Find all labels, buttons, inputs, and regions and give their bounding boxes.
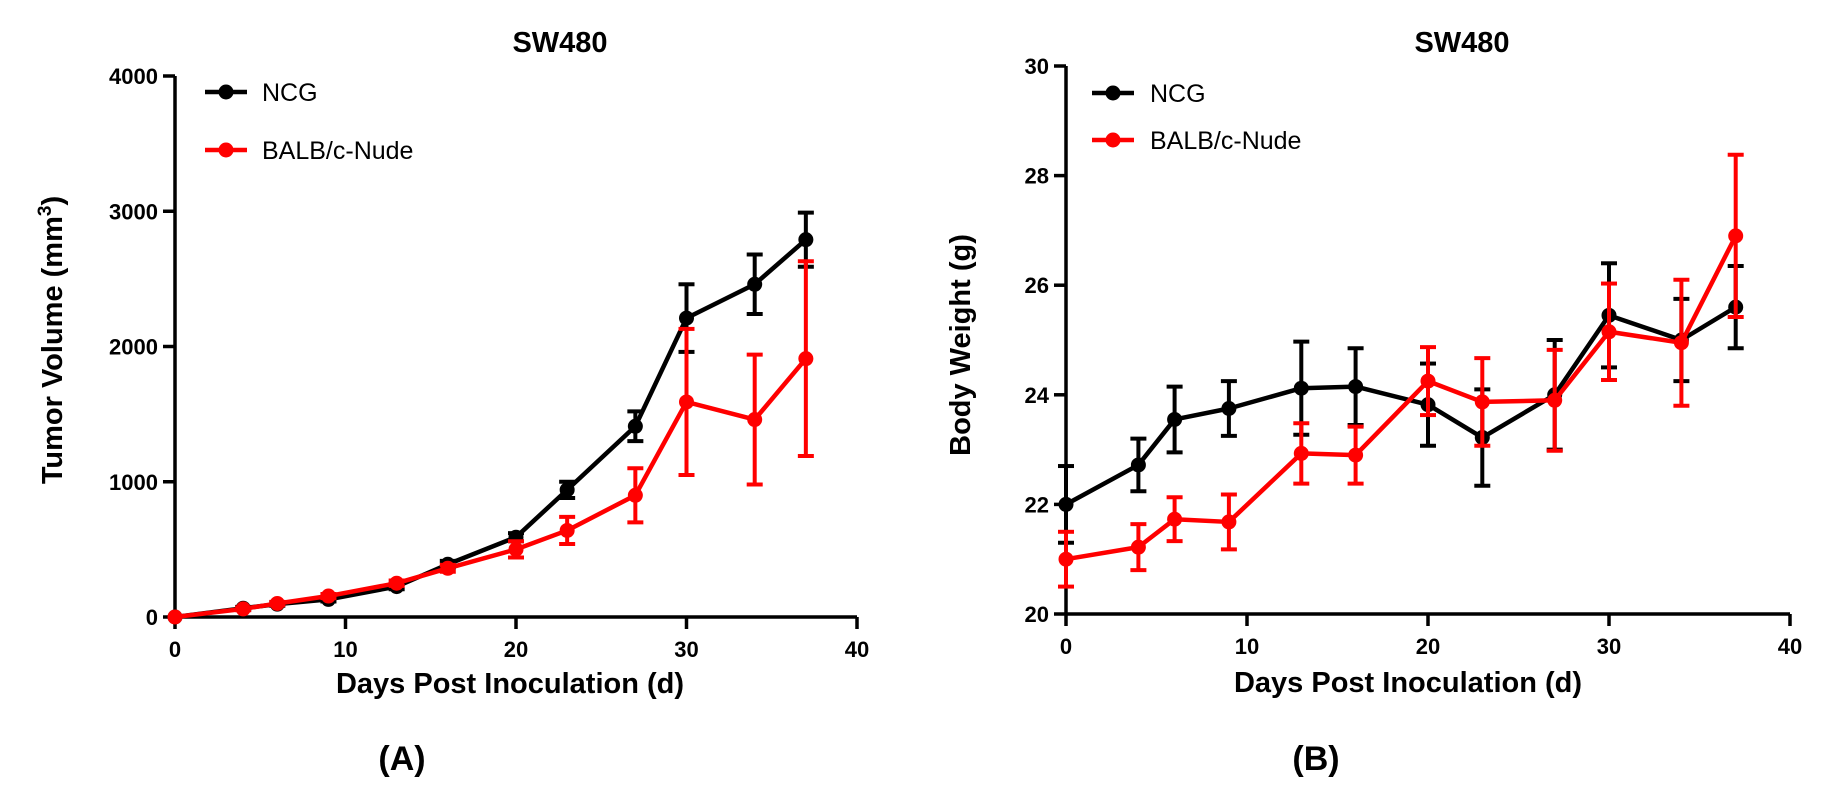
panel-b-series-balbc-nude-line — [1065, 234, 1738, 562]
panel-b-series-ncg-point — [1058, 496, 1074, 512]
panel-a-x-tick-label: 40 — [845, 637, 869, 662]
panel-a-series-ncg — [167, 210, 814, 625]
panel-b-y-tick-label: 28 — [1025, 164, 1049, 189]
panel-a-series-balbc-nude-point — [559, 522, 575, 538]
panel-b-series-balbc-nude-point — [1293, 445, 1309, 461]
panel-b-series-balbc-nude-point — [1420, 373, 1436, 389]
panel-a-legend: NCG BALB/c-Nude — [205, 79, 413, 165]
panel-b-label: (B) — [1292, 740, 1339, 778]
panel-a-series-balbc-nude — [167, 259, 814, 625]
panel-a-ylabel-tail: ) — [37, 196, 69, 206]
panel-a-legend-swatch-marker — [218, 84, 234, 100]
panel-b-title: SW480 — [1414, 27, 1509, 59]
panel-a-series-balbc-nude-point — [235, 601, 251, 617]
panel-b-legend-item-ncg: NCG — [1092, 80, 1206, 108]
panel-a-x-tick-label: 30 — [674, 637, 698, 662]
panel-b-y-tick-label: 30 — [1025, 54, 1049, 79]
panel-a-ylabel-main: Tumor Volume (mm — [37, 216, 69, 484]
panel-b-series-balbc-nude-point — [1728, 228, 1744, 244]
panel-a-title: SW480 — [512, 27, 607, 59]
panel-b-legend: NCG BALB/c-Nude — [1092, 80, 1301, 155]
panel-a-series-ncg-point — [747, 276, 763, 292]
panel-b-series-balbc-nude-point — [1348, 447, 1364, 463]
panel-b-legend-item-balbc-nude: BALB/c-Nude — [1092, 127, 1301, 155]
panel-a-x-tick-label: 10 — [333, 637, 357, 662]
panel-b-body-weight-chart: SW480 Body Weight (g) Days Post Inoculat… — [945, 27, 1802, 778]
panel-a-tumor-volume-chart: SW480 Tumor Volume (mm3) Days Post Inocu… — [35, 27, 869, 778]
panel-b-series-ncg-point — [1130, 457, 1146, 473]
panel-b-plot-area — [1058, 152, 1744, 589]
panel-a-plot-area — [167, 210, 814, 625]
panel-a-series-balbc-nude-line — [174, 357, 808, 620]
panel-b-series-ncg-point — [1221, 401, 1237, 416]
panel-b-y-tick-label: 24 — [1025, 383, 1050, 408]
panel-b-legend-swatch-marker — [1105, 85, 1121, 101]
panel-b-series-balbc-nude-point — [1221, 514, 1237, 530]
panel-a-ylabel: Tumor Volume (mm3) — [35, 196, 69, 484]
panel-b-series-ncg-point — [1348, 379, 1364, 395]
panel-b-x-tick-label: 20 — [1416, 634, 1440, 659]
panel-a-xlabel: Days Post Inoculation (d) — [336, 668, 684, 700]
panel-b-x-tick-label: 40 — [1778, 634, 1802, 659]
panel-a-series-ncg-point — [559, 482, 575, 498]
panel-b-xlabel: Days Post Inoculation (d) — [1234, 667, 1582, 699]
panel-b-series-balbc-nude-point — [1673, 335, 1689, 351]
panel-b-series-balbc-nude-point — [1547, 392, 1563, 408]
panel-a-series-balbc-nude-point — [679, 394, 694, 410]
panel-b-y-tick-label: 20 — [1025, 602, 1049, 627]
panel-a-series-ncg-line — [174, 237, 808, 620]
panel-b-series-balbc-nude-point — [1130, 539, 1146, 555]
panel-b-y-tick-label: 26 — [1025, 273, 1049, 298]
panel-a-x-tick-label: 0 — [169, 637, 181, 662]
panel-a-legend-item-ncg: NCG — [205, 79, 318, 107]
panel-b-series-ncg-line — [1064, 305, 1737, 507]
panel-b-series-balbc-nude-point — [1601, 324, 1617, 340]
panel-a-series-ncg-point — [627, 418, 643, 434]
panel-b-series-balbc-nude — [1058, 152, 1744, 589]
panel-a-series-balbc-nude-point — [798, 351, 814, 367]
panel-a-y-tick-label: 1000 — [109, 470, 158, 495]
panel-a-series-balbc-nude-point — [167, 609, 183, 625]
panel-a-series-balbc-nude-point — [627, 487, 643, 503]
panel-a-label: (A) — [378, 740, 425, 778]
panel-a-legend-label: BALB/c-Nude — [262, 137, 413, 165]
panel-b-series-balbc-nude-point — [1167, 511, 1183, 527]
panel-a-ylabel-sup: 3 — [35, 206, 56, 217]
panel-a-series-balbc-nude-point — [440, 560, 456, 576]
panel-a-series-balbc-nude-point — [269, 595, 285, 611]
panel-b-legend-label: BALB/c-Nude — [1150, 127, 1301, 155]
panel-a-axes: 0 1000 2000 3000 4000 0 10 20 30 40 — [109, 64, 869, 662]
panel-b-series-ncg — [1058, 261, 1744, 545]
panel-b-series-ncg-point — [1167, 411, 1183, 427]
panel-a-y-tick-label: 4000 — [109, 64, 158, 89]
panel-b-x-tick-label: 0 — [1060, 634, 1072, 659]
panel-a-y-tick-label: 2000 — [109, 335, 158, 360]
panel-b-series-balbc-nude-point — [1474, 394, 1490, 410]
panel-a-legend-label: NCG — [262, 79, 318, 107]
panel-a-x-tick-label: 20 — [504, 637, 528, 662]
panel-a-series-balbc-nude-point — [508, 541, 524, 557]
panel-a-series-ncg-point — [679, 310, 694, 326]
panel-b-axes: 20 22 24 26 28 30 0 10 20 30 40 — [1025, 54, 1803, 659]
panel-b-y-tick-label: 22 — [1025, 492, 1049, 517]
panel-a-series-balbc-nude-point — [747, 412, 763, 428]
panel-a-series-balbc-nude-point — [320, 588, 336, 604]
panel-a-series-ncg-point — [798, 232, 814, 248]
panel-a-y-tick-label: 3000 — [109, 199, 158, 224]
panel-b-legend-swatch-marker — [1105, 132, 1121, 148]
panel-b-series-balbc-nude-point — [1058, 551, 1074, 567]
panel-b-ylabel: Body Weight (g) — [945, 234, 977, 456]
panel-a-y-tick-label: 0 — [146, 605, 158, 630]
panel-a-legend-item-balbc-nude: BALB/c-Nude — [205, 137, 413, 165]
panel-a-legend-swatch-marker — [218, 142, 234, 158]
panel-a-series-balbc-nude-point — [389, 575, 405, 591]
panel-b-x-tick-label: 10 — [1235, 634, 1259, 659]
panel-b-series-ncg-point — [1293, 380, 1309, 396]
panel-b-x-tick-label: 30 — [1597, 634, 1621, 659]
panel-b-legend-label: NCG — [1150, 80, 1206, 108]
